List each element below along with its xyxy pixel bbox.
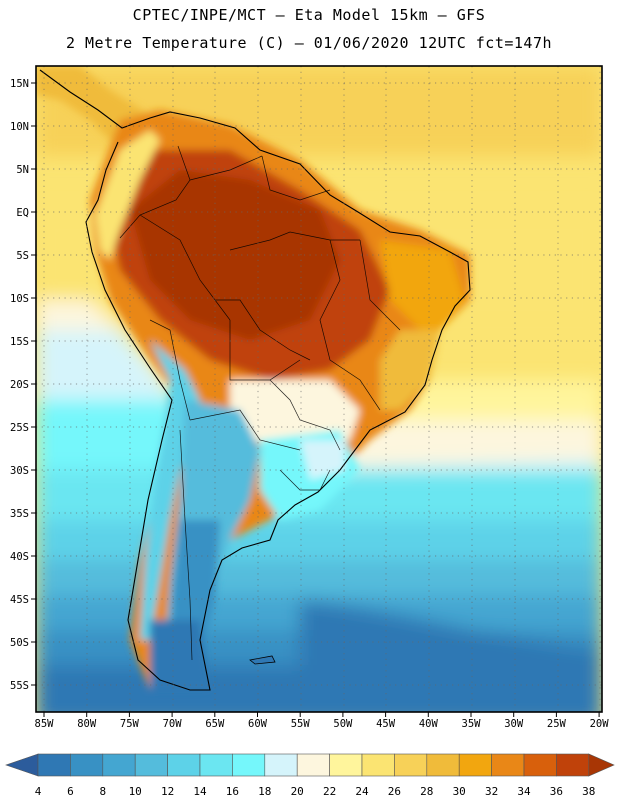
lat-tick-label: 10N xyxy=(10,121,29,133)
colorbar-over-arrow xyxy=(588,753,615,777)
chart-title-line-2: 2 Metre Temperature (C) – 01/06/2020 12U… xyxy=(65,34,553,52)
colorbar-label: 20 xyxy=(291,785,304,798)
colorbar-swatch xyxy=(134,753,168,777)
colorbar-swatch xyxy=(361,753,395,777)
map-field xyxy=(36,66,602,712)
colorbar-label: 28 xyxy=(420,785,433,798)
colorbar-label: 22 xyxy=(323,785,336,798)
colorbar-swatch xyxy=(556,753,590,777)
lon-tick-label: 40W xyxy=(419,718,439,730)
lat-tick-label: 15N xyxy=(10,78,29,90)
map-frame xyxy=(35,65,603,713)
colorbar-label: 30 xyxy=(453,785,466,798)
colorbar-label: 8 xyxy=(99,785,106,798)
lon-tick-label: 45W xyxy=(376,718,396,730)
lon-tick-label: 85W xyxy=(35,718,55,730)
colorbar-label: 10 xyxy=(129,785,142,798)
colorbar-label: 36 xyxy=(550,785,563,798)
lon-tick-label: 65W xyxy=(205,718,225,730)
lon-tick-label: 25W xyxy=(547,718,567,730)
colorbar-swatch xyxy=(167,753,201,777)
colorbar-label: 26 xyxy=(388,785,401,798)
colorbar-under-arrow xyxy=(5,753,39,777)
lat-tick-label: 45S xyxy=(10,594,29,606)
lon-tick-label: 75W xyxy=(120,718,140,730)
lon-tick-label: 55W xyxy=(291,718,311,730)
lon-tick-label: 80W xyxy=(77,718,97,730)
colorbar-swatch xyxy=(491,753,525,777)
lat-tick-label: 5S xyxy=(16,250,29,262)
colorbar-label: 18 xyxy=(258,785,271,798)
colorbar-swatch xyxy=(102,753,136,777)
colorbar-swatch xyxy=(329,753,363,777)
colorbar-label: 16 xyxy=(226,785,239,798)
lat-tick-label: 25S xyxy=(10,422,29,434)
lat-tick-label: 40S xyxy=(10,551,29,563)
colorbar-swatch xyxy=(426,753,460,777)
lat-tick-label: 15S xyxy=(10,336,29,348)
colorbar-swatch xyxy=(232,753,266,777)
colorbar-swatch xyxy=(37,753,71,777)
colorbar-swatch xyxy=(296,753,330,777)
lon-tick-label: 70W xyxy=(163,718,183,730)
colorbar: 4 6 8 10 12 14 16 18 20 22 24 26 28 30 32 34 36 38 xyxy=(5,753,615,798)
colorbar-swatch xyxy=(458,753,492,777)
colorbar-label: 14 xyxy=(193,785,207,798)
lat-tick-label: EQ xyxy=(16,207,29,219)
longitude-axis: 85W 80W 75W 70W 65W 60W 55W 50W 45W 40W 35W 30W 25W 2… xyxy=(35,712,610,730)
colorbar-label: 6 xyxy=(67,785,74,798)
lat-tick-label: 35S xyxy=(10,508,29,520)
lon-tick-label: 35W xyxy=(462,718,482,730)
lon-tick-label: 30W xyxy=(504,718,524,730)
lat-tick-label: 55S xyxy=(10,680,29,692)
lon-tick-label: 20W xyxy=(590,718,610,730)
colorbar-swatch xyxy=(523,753,557,777)
lat-tick-label: 10S xyxy=(10,293,29,305)
chart-title-line-1: CPTEC/INPE/MCT – Eta Model 15km – GFS xyxy=(132,6,486,24)
lat-tick-label: 5N xyxy=(16,164,29,176)
colorbar-swatch xyxy=(264,753,298,777)
colorbar-label: 24 xyxy=(355,785,369,798)
lon-tick-label: 60W xyxy=(248,718,268,730)
latitude-axis: 15N 10N 5N EQ 5S 10S 15S 20S 25S 30S 35S 40S 45S 50S 5… xyxy=(10,78,36,692)
lat-tick-label: 20S xyxy=(10,379,29,391)
colorbar-label: 34 xyxy=(517,785,531,798)
colorbar-swatch xyxy=(199,753,233,777)
colorbar-label: 4 xyxy=(35,785,42,798)
colorbar-swatch xyxy=(394,753,428,777)
colorbar-label: 12 xyxy=(161,785,174,798)
colorbar-label: 38 xyxy=(582,785,595,798)
colorbar-label: 32 xyxy=(485,785,498,798)
colorbar-swatch xyxy=(70,753,104,777)
lat-tick-label: 50S xyxy=(10,637,29,649)
lat-tick-label: 30S xyxy=(10,465,29,477)
lon-tick-label: 50W xyxy=(333,718,353,730)
